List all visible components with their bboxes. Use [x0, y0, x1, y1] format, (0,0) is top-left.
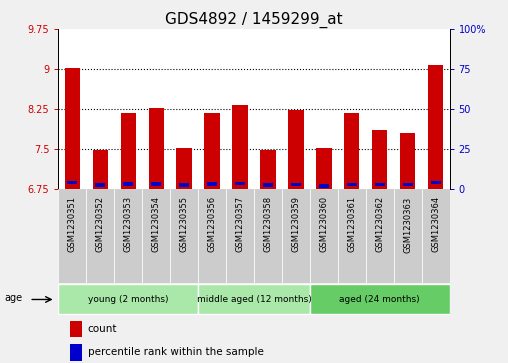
Text: count: count	[88, 324, 117, 334]
Text: GSM1230363: GSM1230363	[403, 196, 412, 253]
Bar	[344, 113, 360, 189]
Bar	[142, 189, 170, 283]
Bar	[123, 182, 133, 186]
Bar	[92, 150, 108, 189]
Bar	[282, 189, 310, 283]
Bar	[232, 105, 248, 189]
Bar	[310, 189, 338, 283]
Bar	[366, 189, 394, 283]
Bar	[400, 133, 416, 189]
Bar	[428, 65, 443, 189]
Bar	[176, 148, 192, 189]
Bar	[226, 189, 254, 283]
Bar	[198, 284, 310, 314]
Bar	[204, 113, 220, 189]
Bar	[58, 189, 86, 283]
Text: age: age	[5, 293, 23, 303]
Bar	[338, 189, 366, 283]
Bar	[151, 182, 161, 186]
Bar	[288, 110, 304, 189]
Bar	[235, 182, 245, 185]
Text: GSM1230354: GSM1230354	[152, 196, 161, 252]
Bar	[170, 189, 198, 283]
Bar	[316, 148, 332, 189]
Bar	[394, 189, 422, 283]
Text: GSM1230352: GSM1230352	[96, 196, 105, 252]
Bar	[403, 183, 412, 186]
Text: GSM1230360: GSM1230360	[320, 196, 328, 252]
Bar	[86, 189, 114, 283]
Bar	[319, 184, 329, 188]
Bar	[375, 183, 385, 186]
Bar	[260, 150, 276, 189]
Text: young (2 months): young (2 months)	[88, 295, 169, 304]
Bar	[68, 181, 77, 184]
Bar	[310, 284, 450, 314]
Text: aged (24 months): aged (24 months)	[339, 295, 420, 304]
Text: GSM1230359: GSM1230359	[292, 196, 300, 252]
Text: GSM1230358: GSM1230358	[264, 196, 272, 252]
Bar	[372, 130, 388, 189]
Bar	[58, 284, 198, 314]
Text: GSM1230355: GSM1230355	[180, 196, 188, 252]
Text: GSM1230364: GSM1230364	[431, 196, 440, 252]
Text: percentile rank within the sample: percentile rank within the sample	[88, 347, 264, 358]
Title: GDS4892 / 1459299_at: GDS4892 / 1459299_at	[165, 12, 343, 28]
Bar	[207, 182, 217, 186]
Text: GSM1230353: GSM1230353	[124, 196, 133, 252]
Bar	[347, 183, 357, 186]
Text: GSM1230362: GSM1230362	[375, 196, 384, 252]
Text: GSM1230361: GSM1230361	[347, 196, 356, 252]
Bar	[70, 344, 82, 361]
Text: GSM1230356: GSM1230356	[208, 196, 216, 252]
Bar	[198, 189, 226, 283]
Bar	[70, 321, 82, 337]
Bar	[254, 189, 282, 283]
Bar	[120, 113, 136, 189]
Bar	[179, 183, 189, 187]
Bar	[148, 108, 164, 189]
Text: GSM1230357: GSM1230357	[236, 196, 244, 252]
Bar	[422, 189, 450, 283]
Bar	[291, 183, 301, 186]
Bar	[263, 183, 273, 187]
Bar	[65, 68, 80, 189]
Bar	[96, 183, 105, 187]
Text: middle aged (12 months): middle aged (12 months)	[197, 295, 311, 304]
Bar	[114, 189, 142, 283]
Text: GSM1230351: GSM1230351	[68, 196, 77, 252]
Bar	[431, 181, 440, 184]
